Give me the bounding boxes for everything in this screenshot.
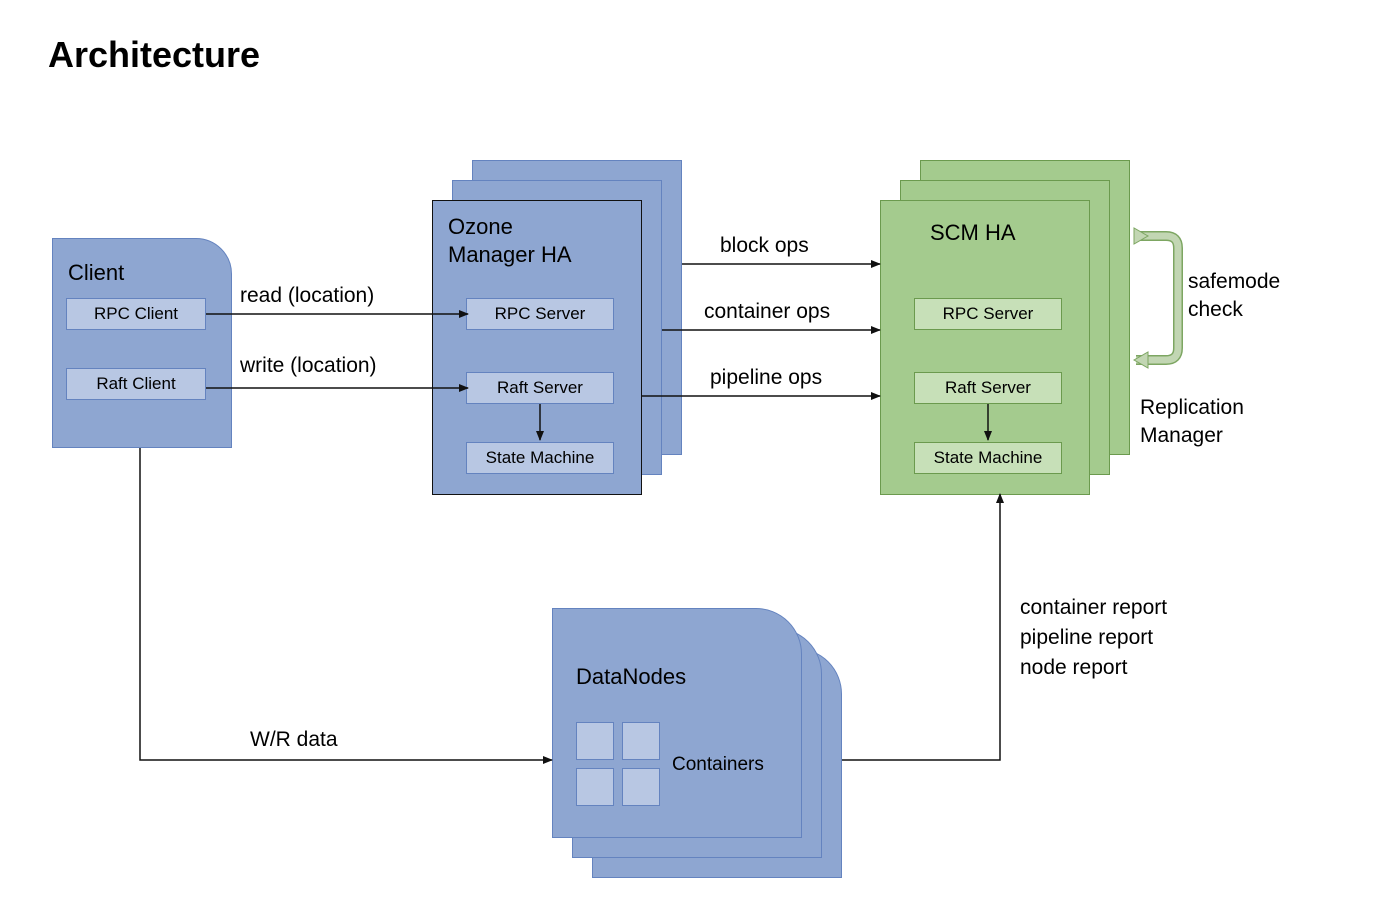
side-label: Manager — [1140, 424, 1223, 448]
side-label: Replication — [1140, 396, 1244, 420]
side-label: safemode — [1188, 270, 1280, 294]
edge-label: node report — [1020, 656, 1127, 680]
diagram-canvas: Architecture Client RPC Client Raft Client… — [0, 0, 1394, 904]
container-square — [622, 722, 660, 760]
inner-box: State Machine — [466, 442, 614, 474]
inner-box: State Machine — [914, 442, 1062, 474]
edge-label: read (location) — [240, 284, 374, 308]
side-label: check — [1188, 298, 1243, 322]
inner-box: Raft Client — [66, 368, 206, 400]
text-label: Ozone — [448, 214, 513, 240]
text-label: Containers — [672, 754, 764, 776]
text-label: DataNodes — [576, 664, 686, 690]
inner-box: RPC Client — [66, 298, 206, 330]
text-label: Manager HA — [448, 242, 572, 268]
inner-box: RPC Server — [914, 298, 1062, 330]
inner-box: Raft Server — [466, 372, 614, 404]
text-label: Client — [68, 260, 124, 286]
edge-label: container report — [1020, 596, 1167, 620]
container-square — [576, 722, 614, 760]
edge-label: container ops — [704, 300, 830, 324]
inner-box: RPC Server — [466, 298, 614, 330]
page-title: Architecture — [48, 34, 260, 76]
edge-label: pipeline ops — [710, 366, 822, 390]
inner-box: Raft Server — [914, 372, 1062, 404]
container-square — [622, 768, 660, 806]
edge-label: pipeline report — [1020, 626, 1153, 650]
edge-label: W/R data — [250, 728, 338, 752]
edge-label: block ops — [720, 234, 809, 258]
text-label: SCM HA — [930, 220, 1016, 246]
container-square — [576, 768, 614, 806]
edge-label: write (location) — [240, 354, 377, 378]
